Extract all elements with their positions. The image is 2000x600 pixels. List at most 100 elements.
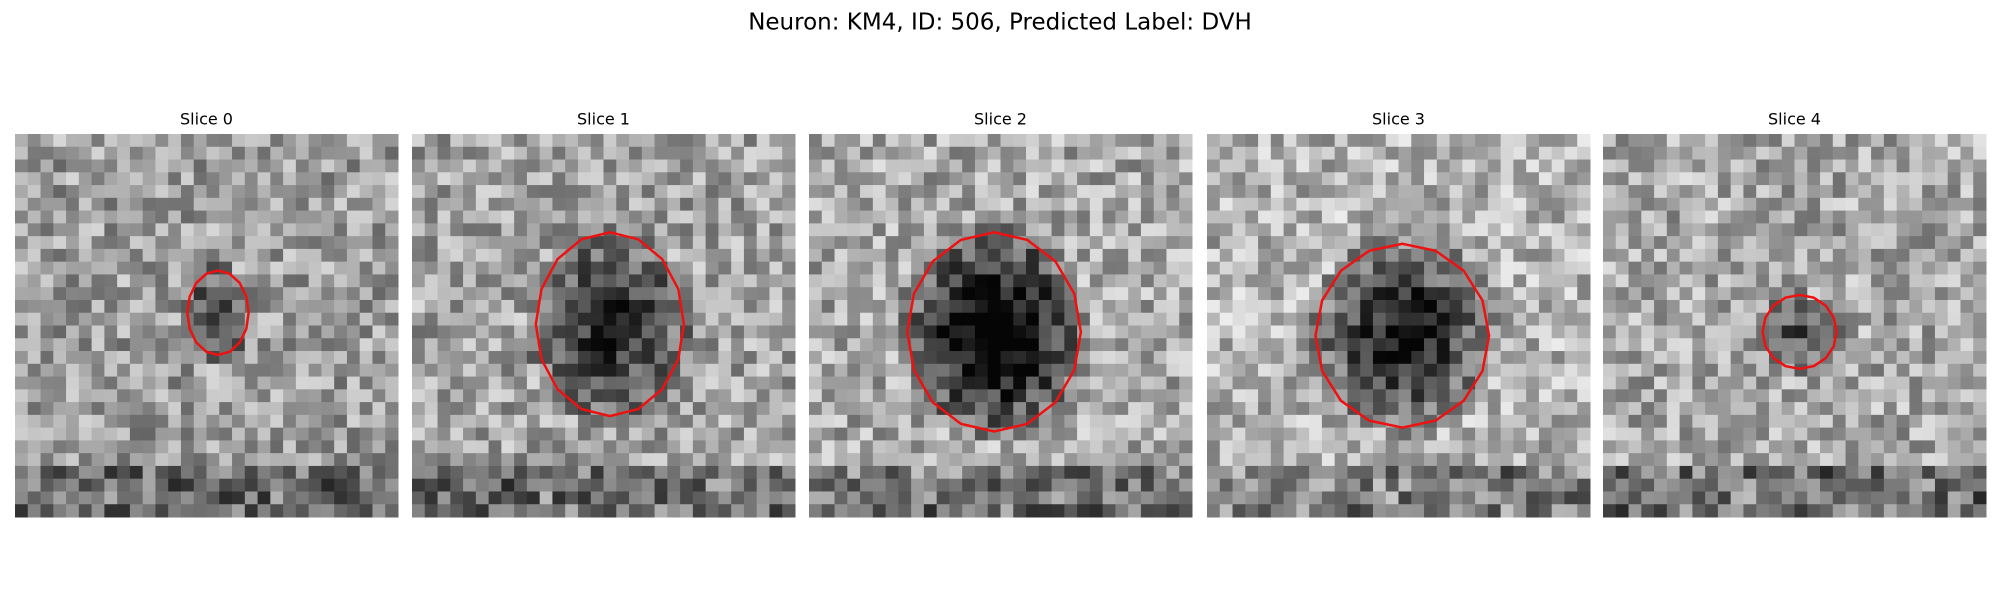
- pixel: [142, 465, 156, 480]
- pixel: [78, 248, 93, 263]
- pixel: [731, 236, 745, 250]
- pixel: [334, 197, 348, 212]
- pixel: [78, 351, 93, 365]
- pixel: [936, 299, 950, 314]
- pixel: [1128, 376, 1142, 390]
- pixel: [463, 440, 477, 454]
- pixel: [1845, 402, 1859, 416]
- pixel: [1385, 402, 1399, 416]
- pixel: [565, 453, 579, 467]
- pixel: [1283, 338, 1297, 352]
- pixel: [654, 465, 668, 480]
- pixel: [1756, 134, 1770, 148]
- pixel: [1934, 376, 1949, 390]
- pixel: [283, 440, 297, 454]
- pixel: [244, 159, 259, 173]
- pixel: [1372, 453, 1387, 467]
- pixel: [1551, 389, 1565, 403]
- pixel: [412, 185, 426, 199]
- pixel: [1398, 134, 1412, 148]
- pixel: [232, 491, 246, 505]
- pixel: [283, 427, 297, 441]
- pixel: [1513, 504, 1527, 518]
- pixel: [949, 478, 963, 492]
- pixel: [1115, 338, 1129, 352]
- pixel: [1207, 287, 1221, 301]
- pixel: [334, 389, 348, 403]
- pixel: [206, 440, 220, 454]
- pixel: [809, 210, 823, 224]
- pixel: [1245, 134, 1259, 148]
- pixel: [346, 197, 361, 212]
- pixel: [1153, 236, 1167, 250]
- pixel: [629, 299, 643, 314]
- pixel: [321, 351, 335, 365]
- pixel: [424, 465, 439, 480]
- pixel: [1102, 402, 1116, 416]
- pixel: [1807, 465, 1821, 480]
- pixel: [936, 172, 950, 186]
- pixel: [1270, 402, 1285, 416]
- pixel: [437, 299, 451, 314]
- pixel: [424, 363, 439, 378]
- pixel: [1960, 146, 1974, 161]
- pixel: [1360, 351, 1374, 365]
- pixel: [372, 274, 386, 288]
- pixel: [1615, 312, 1630, 326]
- pixel: [1475, 478, 1489, 492]
- pixel: [232, 248, 246, 263]
- pixel: [1820, 402, 1834, 416]
- pixel: [756, 465, 770, 480]
- pixel: [1219, 363, 1234, 378]
- pixel: [168, 261, 182, 275]
- pixel: [1654, 146, 1668, 161]
- pixel: [1360, 287, 1374, 301]
- pixel: [782, 440, 796, 454]
- pixel: [936, 134, 950, 148]
- pixel: [1526, 453, 1540, 467]
- pixel: [1538, 261, 1553, 275]
- pixel: [718, 172, 732, 186]
- pixel: [359, 363, 373, 378]
- pixel: [78, 172, 93, 186]
- pixel: [718, 478, 732, 492]
- pixel: [782, 325, 796, 339]
- pixel: [756, 402, 770, 416]
- pixel: [53, 299, 67, 314]
- pixel: [1051, 414, 1065, 429]
- pixel: [1270, 338, 1285, 352]
- pixel: [782, 376, 796, 390]
- pixel: [295, 312, 310, 326]
- pixel: [731, 134, 745, 148]
- pixel: [117, 389, 131, 403]
- pixel: [1781, 172, 1795, 186]
- pixel: [1064, 159, 1078, 173]
- pixel: [66, 159, 80, 173]
- pixel: [117, 159, 131, 173]
- pixel: [53, 185, 67, 199]
- pixel: [1807, 351, 1821, 365]
- pixel: [1538, 389, 1553, 403]
- pixel: [488, 287, 502, 301]
- pixel: [1424, 440, 1438, 454]
- pixel: [821, 440, 836, 454]
- pixel: [1743, 414, 1757, 429]
- pixel: [1807, 159, 1821, 173]
- pixel: [1615, 338, 1630, 352]
- pixel: [1309, 223, 1323, 237]
- pixel: [769, 491, 783, 505]
- pixel: [1922, 159, 1936, 173]
- pixel: [885, 478, 899, 492]
- pixel: [1564, 453, 1578, 467]
- pixel: [257, 274, 271, 288]
- pixel: [936, 414, 950, 429]
- pixel: [782, 402, 796, 416]
- pixel: [1475, 389, 1489, 403]
- pixel: [782, 134, 796, 148]
- pixel: [565, 478, 579, 492]
- pixel: [603, 351, 617, 365]
- pixel: [1743, 261, 1757, 275]
- pixel: [616, 363, 630, 378]
- pixel: [1245, 491, 1259, 505]
- pixel: [1153, 274, 1167, 288]
